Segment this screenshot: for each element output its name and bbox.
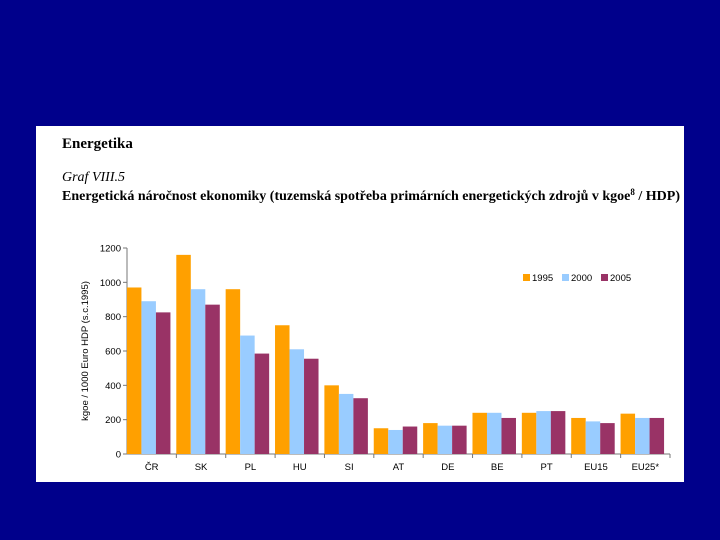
bar-r-1995 [126,287,142,454]
bar-pt-1995 [521,412,537,454]
x-tick-label: SI [345,462,354,473]
legend-swatch-2005 [601,274,608,281]
y-tick-label: 800 [105,312,121,323]
x-tick-label: SK [195,462,208,473]
y-tick-label: 1000 [100,278,121,289]
chart-title: Energetická náročnost ekonomiky (tuzemsk… [62,188,680,205]
x-tick-label: DE [441,462,454,473]
bar-de-1995 [423,423,438,454]
y-tick-label: 200 [105,415,121,426]
y-tick-label: 600 [105,347,121,358]
bar-hu-1995 [275,325,290,454]
legend-label-2000: 2000 [571,273,592,284]
bar-at-2000 [388,429,403,454]
bar-r-2005 [155,312,171,454]
bar-si-1995 [324,385,339,454]
bar-pt-2005 [550,411,566,454]
bar-si-2005 [353,398,368,454]
section-heading: Energetika [62,136,133,152]
x-tick-label: EU15 [584,462,608,473]
bar-at-1995 [373,428,389,454]
bar-pt-2000 [536,411,551,454]
x-tick-label: PT [541,462,553,473]
x-tick-label: BE [491,462,504,473]
bar-hu-2000 [289,349,305,454]
bar-be-2000 [486,412,502,454]
bar-chart: 0 200 400 600 800 1000 1200 kgoe / 1000 Euro HD… [80,244,671,473]
legend-swatch-1995 [523,274,530,281]
bar-eu15-2000 [585,421,601,454]
bar-sk-2000 [190,289,206,454]
x-tick-label: PL [245,462,257,473]
bar-eu25-2000 [635,417,650,454]
bar-eu25-1995 [620,413,636,454]
bar-be-2005 [501,417,516,454]
y-tick-label: 0 [116,450,121,461]
bar-de-2000 [437,425,453,454]
bar-be-1995 [472,412,487,454]
legend-swatch-2000 [562,274,569,281]
bar-si-2000 [338,393,354,454]
bar-r-2000 [141,301,156,454]
x-tick-label: HU [293,462,307,473]
bar-eu15-1995 [571,417,586,454]
bar-hu-2005 [304,358,319,454]
bar-de-2005 [452,425,467,454]
x-tick-label: ČR [145,462,159,473]
figure-number: Graf VIII.5 [62,170,125,185]
legend-label-2005: 2005 [610,273,631,284]
bar-at-2005 [402,426,418,454]
y-tick-label: 400 [105,381,121,392]
chart-title-end: / HDP) [634,189,680,204]
bar-pl-2005 [254,353,270,454]
bar-eu15-2005 [600,423,615,454]
chart-title-main: Energetická náročnost ekonomiky (tuzemsk… [62,189,631,204]
y-tick-label: 1200 [100,244,121,255]
x-tick-label: EU25* [632,462,660,473]
bar-eu25-2005 [649,417,665,454]
chart-panel: Energetika Graf VIII.5 Energetická nároč… [36,126,684,482]
bar-sk-2005 [205,304,220,454]
y-axis-title: kgoe / 1000 Euro HDP (s.c.1995) [80,281,91,421]
bar-sk-1995 [176,254,191,454]
legend-label-1995: 1995 [532,273,553,284]
chart-title-footnote: 8 [630,187,635,197]
bar-pl-2000 [240,335,255,454]
x-tick-label: AT [393,462,405,473]
bar-pl-1995 [225,289,241,454]
